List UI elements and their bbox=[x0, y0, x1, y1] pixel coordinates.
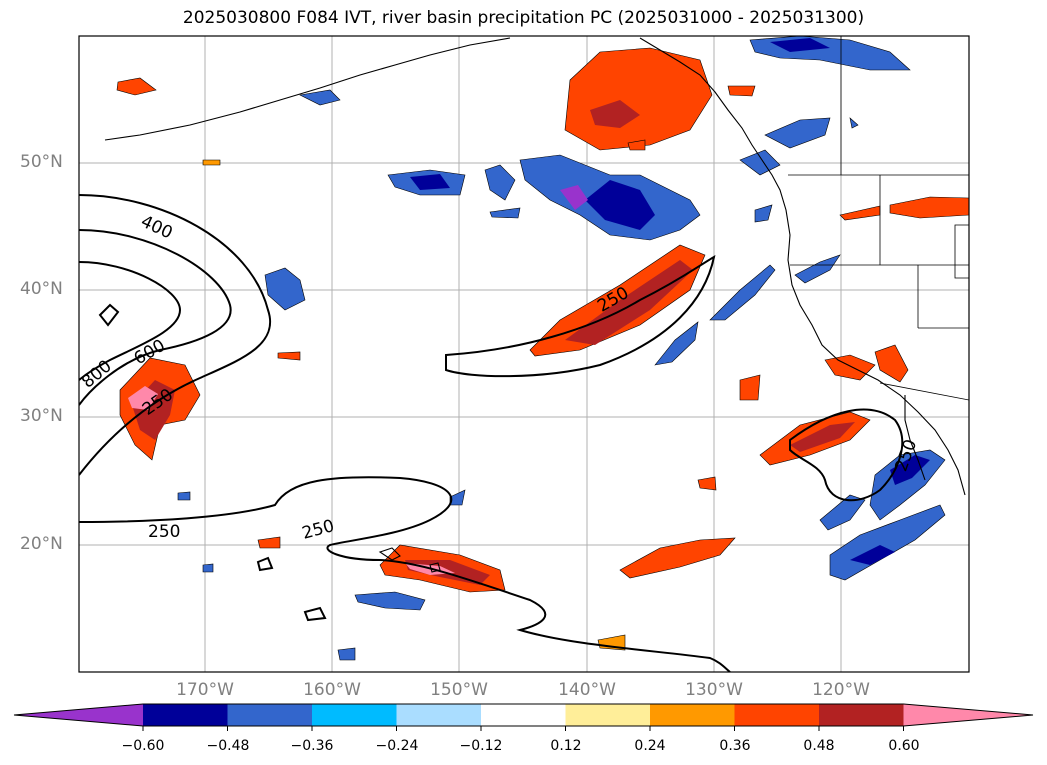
colorbar-tick-label: −0.24 bbox=[375, 738, 419, 754]
lat-label-20: 20°N bbox=[20, 534, 63, 554]
lat-label-40: 40°N bbox=[20, 279, 63, 299]
political-borders bbox=[788, 36, 969, 401]
colorbar-tick-label: −0.36 bbox=[290, 738, 334, 754]
colorbar-tick-label: −0.60 bbox=[121, 738, 165, 754]
colorbar-bin bbox=[819, 704, 904, 726]
lon-label-140: 140°W bbox=[558, 680, 616, 700]
map-title: 2025030800 F084 IVT, river basin precipi… bbox=[182, 8, 865, 28]
colorbar-tick-label: −0.48 bbox=[206, 738, 250, 754]
lon-label-170: 170°W bbox=[176, 680, 234, 700]
colorbar-bin bbox=[227, 704, 313, 726]
contour-label-250-d: 250 bbox=[300, 516, 337, 544]
colorbar-bin bbox=[650, 704, 735, 726]
contour-label-400: 400 bbox=[138, 212, 176, 244]
colorbar-bin bbox=[565, 704, 651, 726]
colorbar-tick-label: 0.48 bbox=[803, 738, 835, 754]
colorbar-tick-label: 0.36 bbox=[719, 738, 751, 754]
colorbar bbox=[13, 703, 1034, 731]
lon-label-150: 150°W bbox=[430, 680, 488, 700]
ivt-contours bbox=[79, 194, 904, 672]
colorbar-bin bbox=[734, 704, 820, 726]
colorbar-tick-label: 0.60 bbox=[888, 738, 920, 754]
colorbar-tick-label: 0.24 bbox=[634, 738, 666, 754]
lat-label-30: 30°N bbox=[20, 406, 63, 426]
colorbar-bin bbox=[143, 704, 228, 726]
coastlines bbox=[104, 37, 966, 573]
precip-pc-shading bbox=[116, 36, 969, 661]
contour-label-800: 800 bbox=[78, 356, 116, 392]
colorbar-tick-label: −0.12 bbox=[459, 738, 503, 754]
colorbar-extend-max bbox=[903, 704, 1033, 726]
lat-label-50: 50°N bbox=[20, 152, 63, 172]
contour-label-250-c: 250 bbox=[148, 522, 180, 542]
colorbar-bin bbox=[312, 704, 397, 726]
lon-label-160: 160°W bbox=[303, 680, 361, 700]
lon-label-130: 130°W bbox=[685, 680, 743, 700]
colorbar-bin bbox=[396, 704, 482, 726]
colorbar-bin bbox=[481, 704, 566, 726]
colorbar-extend-min bbox=[14, 704, 143, 726]
lon-label-120: 120°W bbox=[812, 680, 870, 700]
colorbar-tick-label: 0.12 bbox=[550, 738, 582, 754]
map-frame bbox=[78, 35, 970, 673]
